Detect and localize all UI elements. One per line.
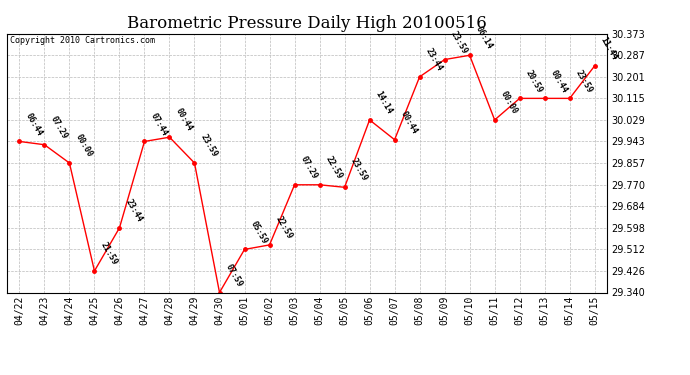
Text: 23:59: 23:59 bbox=[448, 29, 469, 56]
Text: 23:59: 23:59 bbox=[348, 157, 369, 183]
Text: 00:44: 00:44 bbox=[549, 68, 569, 94]
Text: 23:59: 23:59 bbox=[574, 68, 594, 94]
Text: 00:44: 00:44 bbox=[174, 107, 194, 133]
Text: 05:59: 05:59 bbox=[248, 219, 269, 245]
Text: 00:44: 00:44 bbox=[399, 110, 419, 135]
Text: 22:59: 22:59 bbox=[274, 214, 294, 241]
Text: 22:59: 22:59 bbox=[324, 154, 344, 181]
Text: 00:00: 00:00 bbox=[74, 133, 94, 159]
Text: 11:44: 11:44 bbox=[599, 36, 619, 62]
Text: 00:00: 00:00 bbox=[499, 90, 519, 116]
Text: 20:59: 20:59 bbox=[524, 68, 544, 94]
Text: 06:44: 06:44 bbox=[23, 111, 44, 137]
Text: 07:29: 07:29 bbox=[48, 114, 69, 141]
Text: 07:44: 07:44 bbox=[148, 111, 169, 137]
Text: 07:29: 07:29 bbox=[299, 154, 319, 181]
Text: 07:59: 07:59 bbox=[224, 262, 244, 288]
Text: 21:59: 21:59 bbox=[99, 241, 119, 267]
Text: Copyright 2010 Cartronics.com: Copyright 2010 Cartronics.com bbox=[10, 36, 155, 45]
Title: Barometric Pressure Daily High 20100516: Barometric Pressure Daily High 20100516 bbox=[127, 15, 487, 32]
Text: 23:44: 23:44 bbox=[124, 198, 144, 224]
Text: 14:14: 14:14 bbox=[374, 90, 394, 116]
Text: 06:14: 06:14 bbox=[474, 25, 494, 51]
Text: 23:59: 23:59 bbox=[199, 133, 219, 159]
Text: 23:44: 23:44 bbox=[424, 46, 444, 73]
